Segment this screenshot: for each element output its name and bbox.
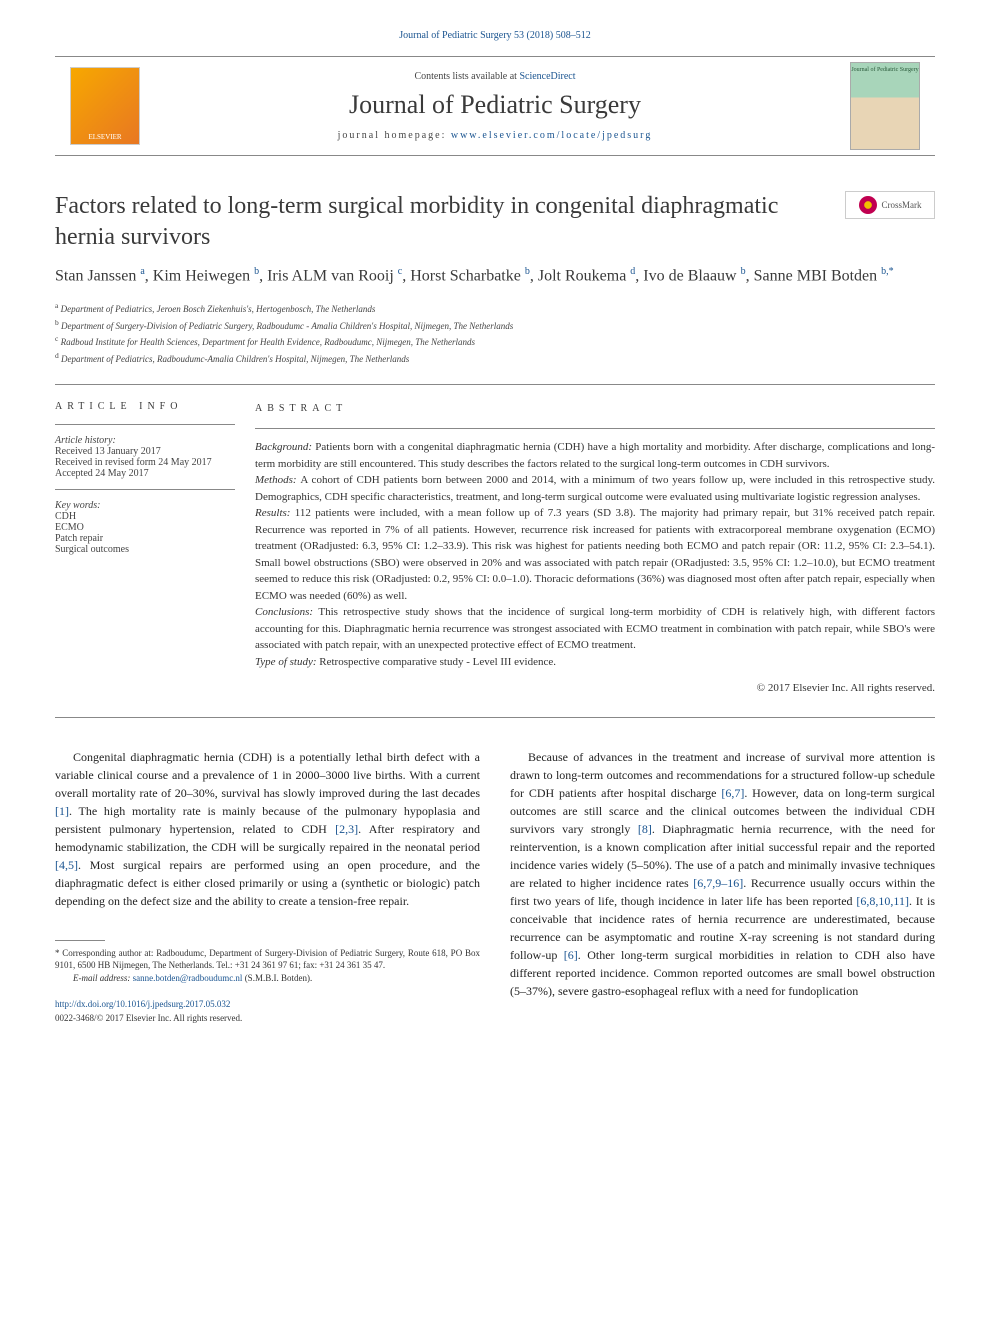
author-name: , Ivo de Blaauw [635,268,740,285]
citation-link[interactable]: [6,7,9–16] [693,876,743,890]
elsevier-logo: ELSEVIER [70,67,140,145]
issn-copyright: 0022-3468/© 2017 Elsevier Inc. All right… [55,1012,480,1026]
copyright: © 2017 Elsevier Inc. All rights reserved… [255,680,935,697]
crossmark-badge[interactable]: CrossMark [845,191,935,219]
citation-link[interactable]: [6,7] [721,786,744,800]
email-suffix: (S.M.B.I. Botden). [242,973,312,983]
keyword: CDH [55,511,235,522]
history-label: Article history: [55,435,235,446]
keyword: Surgical outcomes [55,544,235,555]
crossmark-label: CrossMark [882,200,922,210]
email-label: E-mail address: [73,973,133,983]
author-affil-sup: b,* [881,266,894,277]
abstract-type: Retrospective comparative study - Level … [319,656,556,668]
affiliation-line: Department of Pediatrics, Jeroen Bosch Z… [61,304,376,314]
corresponding-author: * Corresponding author at: Radboudumc, D… [55,947,480,972]
citation-link[interactable]: [6] [564,948,578,962]
doi-link[interactable]: http://dx.doi.org/10.1016/j.jpedsurg.201… [55,998,480,1012]
affiliation-line: Radboud Institute for Health Sciences, D… [61,337,475,347]
citation-link[interactable]: [2,3] [335,822,358,836]
accepted-date: Accepted 24 May 2017 [55,468,235,479]
top-citation: Journal of Pediatric Surgery 53 (2018) 5… [55,30,935,41]
abstract-background-label: Background: [255,441,315,453]
abstract-conclusions: This retrospective study shows that the … [255,606,935,651]
footnote-separator [55,940,105,941]
journal-name: Journal of Pediatric Surgery [140,90,850,120]
abstract-background: Patients born with a congenital diaphrag… [255,441,935,470]
citation-link[interactable]: [4,5] [55,858,78,872]
abstract-results-label: Results: [255,507,295,519]
crossmark-icon [859,196,877,214]
author-name: , Iris ALM van Rooij [259,268,398,285]
author-name: , Kim Heiwegen [145,268,254,285]
authors: Stan Janssen a, Kim Heiwegen b, Iris ALM… [55,265,935,288]
received-date: Received 13 January 2017 [55,446,235,457]
keywords-label: Key words: [55,500,235,511]
keyword: Patch repair [55,533,235,544]
journal-banner: ELSEVIER Contents lists available at Sci… [55,56,935,156]
body-text-segment: Congenital diaphragmatic hernia (CDH) is… [55,750,480,800]
contents-prefix: Contents lists available at [414,71,519,82]
abstract-heading: abstract [255,401,935,416]
article-info-heading: article info [55,401,235,412]
author-name: , Sanne MBI Botden [746,268,882,285]
abstract-conclusions-label: Conclusions: [255,606,318,618]
abstract-results: 112 patients were included, with a mean … [255,507,935,602]
citation-link[interactable]: [8] [638,822,652,836]
journal-cover-thumbnail: Journal of Pediatric Surgery [850,62,920,150]
affiliation-line: Department of Surgery-Division of Pediat… [61,321,513,331]
article-title: Factors related to long-term surgical mo… [55,191,845,253]
article-info: article info Article history: Received 1… [55,401,255,697]
homepage-prefix: journal homepage: [338,130,451,141]
abstract-type-label: Type of study: [255,656,319,668]
author-name: , Horst Scharbatke [402,268,525,285]
citation-link[interactable]: [1] [55,804,69,818]
revised-date: Received in revised form 24 May 2017 [55,457,235,468]
homepage-url-link[interactable]: www.elsevier.com/locate/jpedsurg [451,130,652,141]
citation-link[interactable]: [6,8,10,11] [856,894,909,908]
abstract-methods-label: Methods: [255,474,300,486]
body-text: Congenital diaphragmatic hernia (CDH) is… [55,748,935,1026]
body-text-segment: . Most surgical repairs are performed us… [55,858,480,908]
affiliation-line: Department of Pediatrics, Radboudumc-Ama… [61,354,409,364]
keyword: ECMO [55,522,235,533]
author-name: Stan Janssen [55,268,140,285]
abstract-methods: A cohort of CDH patients born between 20… [255,474,935,503]
affiliations: a Department of Pediatrics, Jeroen Bosch… [55,300,935,366]
author-name: , Jolt Roukema [530,268,630,285]
contents-line: Contents lists available at ScienceDirec… [140,71,850,82]
sciencedirect-link[interactable]: ScienceDirect [519,71,575,82]
journal-homepage: journal homepage: www.elsevier.com/locat… [140,130,850,141]
abstract: abstract Background: Patients born with … [255,401,935,697]
email-link[interactable]: sanne.botden@radboudumc.nl [133,973,243,983]
